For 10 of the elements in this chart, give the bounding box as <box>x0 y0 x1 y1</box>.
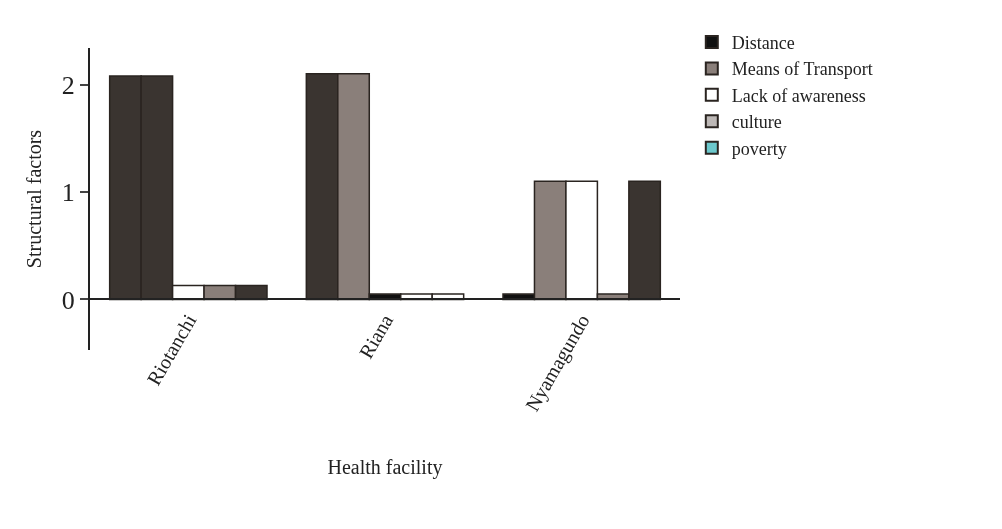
legend-label: Means of Transport <box>731 59 873 80</box>
legend-label: Distance <box>731 33 795 54</box>
x-axis-title: Health facility <box>327 456 443 480</box>
y-tick-label: 0 <box>61 285 75 315</box>
legend-label: poverty <box>731 138 787 159</box>
y-axis-title: Structural factors <box>22 129 45 269</box>
legend-label: Lack of awareness <box>731 85 866 106</box>
legend-label: culture <box>731 112 782 133</box>
y-tick-label: 1 <box>61 178 75 208</box>
y-tick-label: 2 <box>61 70 75 100</box>
